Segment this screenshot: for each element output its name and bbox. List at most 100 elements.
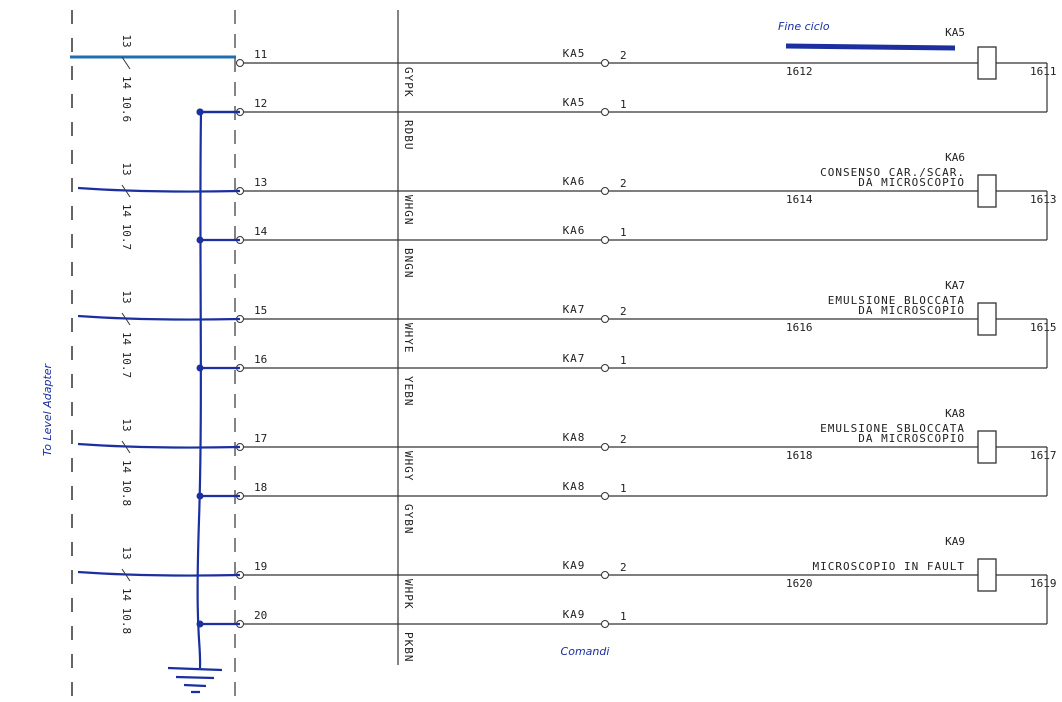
ref-label: 13 — [120, 162, 133, 175]
contact — [602, 60, 609, 67]
relay-coil — [978, 47, 996, 79]
contact-label: KA5 — [563, 96, 586, 109]
contact — [602, 316, 609, 323]
wire-code: WHGN — [402, 195, 415, 226]
ref-label: 14 10.7 — [120, 332, 133, 378]
coil-label: 1618 — [786, 449, 813, 462]
terminal-number: 17 — [254, 432, 267, 445]
wire-code: BNGN — [402, 248, 415, 279]
contact — [602, 572, 609, 579]
contact-pin: 1 — [620, 354, 627, 367]
blue-wire — [78, 316, 240, 320]
relay-description: DA MICROSCOPIO — [858, 432, 965, 445]
relay-name: KA5 — [945, 26, 965, 39]
wire-code: WHGY — [402, 451, 415, 482]
blue-wire — [78, 188, 240, 192]
junction — [197, 109, 204, 116]
relay-coil — [978, 303, 996, 335]
contact-pin: 2 — [620, 433, 627, 446]
contact-label: KA8 — [563, 480, 586, 493]
terminal-number: 15 — [254, 304, 267, 317]
coil-label: 1620 — [786, 577, 813, 590]
junction — [197, 493, 204, 500]
terminal-number: 16 — [254, 353, 267, 366]
ref-label: 13 — [120, 546, 133, 559]
relay-coil — [978, 431, 996, 463]
blue-wire — [78, 444, 240, 448]
wire-code: PKBN — [402, 632, 415, 663]
terminal-number: 19 — [254, 560, 267, 573]
junction — [197, 621, 204, 628]
wire-code: RDBU — [402, 120, 415, 151]
contact — [602, 188, 609, 195]
contact-pin: 1 — [620, 610, 627, 623]
ground-symbol — [168, 668, 222, 692]
scribble — [786, 46, 955, 48]
wire-code: GYBN — [402, 504, 415, 535]
contact-pin: 1 — [620, 482, 627, 495]
contact-pin: 1 — [620, 98, 627, 111]
coil-label: 1619 — [1030, 577, 1057, 590]
contact-label: KA6 — [563, 224, 586, 237]
contact-label: KA9 — [563, 559, 586, 572]
contact-label: KA8 — [563, 431, 586, 444]
relay-coil — [978, 175, 996, 207]
wire-code: YEBN — [402, 376, 415, 407]
junction — [197, 237, 204, 244]
ref-tick — [122, 57, 130, 69]
schematic: To Level Adapter Comandi 1314 10.6KA5Fin… — [0, 0, 1062, 702]
ref-label: 13 — [120, 34, 133, 47]
contact-pin: 2 — [620, 561, 627, 574]
coil-label: 1616 — [786, 321, 813, 334]
terminal — [237, 60, 244, 67]
terminal-number: 12 — [254, 97, 267, 110]
relay-description: DA MICROSCOPIO — [858, 304, 965, 317]
contact-label: KA9 — [563, 608, 586, 621]
contact — [602, 365, 609, 372]
junction — [197, 365, 204, 372]
contact-pin: 2 — [620, 177, 627, 190]
contact-pin: 2 — [620, 305, 627, 318]
coil-label: 1613 — [1030, 193, 1057, 206]
blue-wire — [78, 572, 240, 576]
contact-label: KA7 — [563, 303, 586, 316]
contact — [602, 444, 609, 451]
footer-label: Comandi — [561, 645, 610, 658]
ref-label: 14 10.6 — [120, 76, 133, 122]
coil-label: 1611 — [1030, 65, 1057, 78]
terminal-number: 11 — [254, 48, 267, 61]
relay-description: DA MICROSCOPIO — [858, 176, 965, 189]
coil-label: 1617 — [1030, 449, 1057, 462]
contact — [602, 621, 609, 628]
wire-code: GYPK — [402, 67, 415, 98]
coil-label: 1615 — [1030, 321, 1057, 334]
terminal-number: 13 — [254, 176, 267, 189]
side-label: To Level Adapter — [41, 362, 54, 456]
terminal-number: 20 — [254, 609, 267, 622]
relay-name: KA9 — [945, 535, 965, 548]
wire-code: WHPK — [402, 579, 415, 610]
terminal-number: 14 — [254, 225, 268, 238]
relay-description: MICROSCOPIO IN FAULT — [813, 560, 965, 573]
contact — [602, 493, 609, 500]
contact-pin: 2 — [620, 49, 627, 62]
relay-name: KA6 — [945, 151, 965, 164]
coil-label: 1614 — [786, 193, 813, 206]
relay-coil — [978, 559, 996, 591]
ref-label: 14 10.7 — [120, 204, 133, 250]
ref-label: 14 10.8 — [120, 588, 133, 634]
contact-pin: 1 — [620, 226, 627, 239]
wire-code: WHYE — [402, 323, 415, 354]
ref-label: 14 10.8 — [120, 460, 133, 506]
coil-label: 1612 — [786, 65, 813, 78]
contact-label: KA5 — [563, 47, 586, 60]
contact-label: KA7 — [563, 352, 586, 365]
contact — [602, 237, 609, 244]
contact — [602, 109, 609, 116]
blue-bus — [198, 112, 201, 668]
contact-label: KA6 — [563, 175, 586, 188]
ref-label: 13 — [120, 418, 133, 431]
ref-label: 13 — [120, 290, 133, 303]
relay-name: KA7 — [945, 279, 965, 292]
